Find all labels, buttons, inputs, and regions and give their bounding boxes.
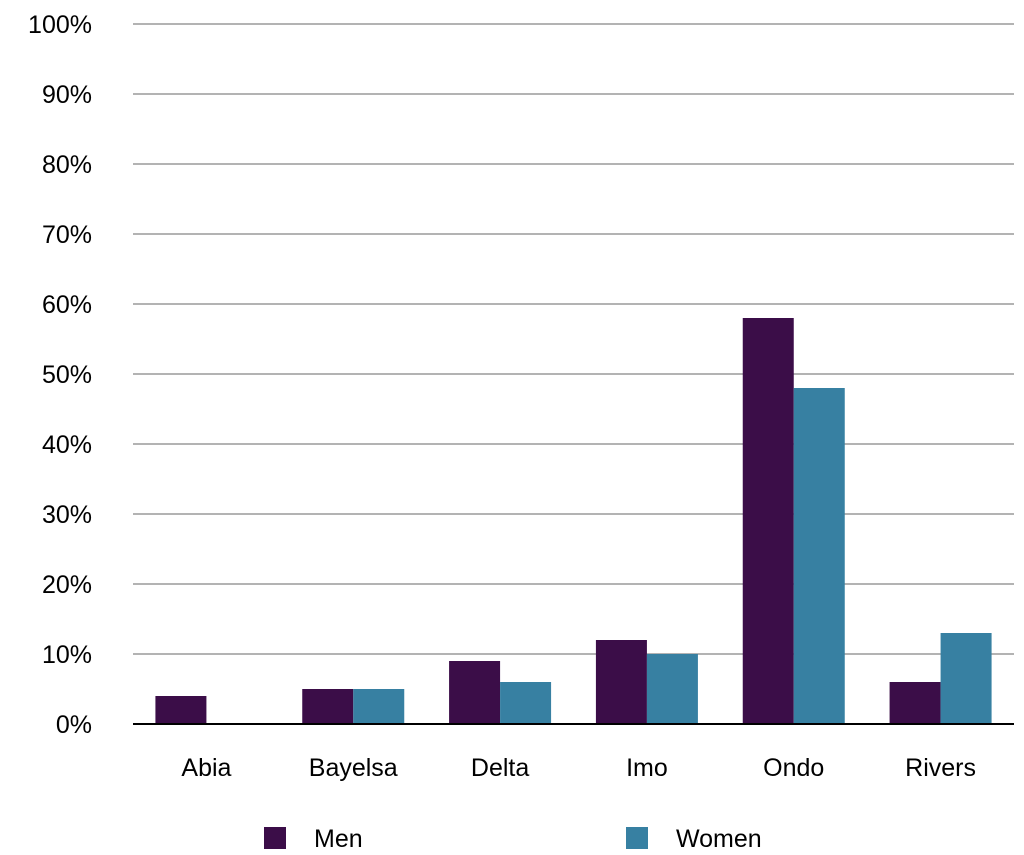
x-category-label: Abia [181, 754, 231, 782]
bar-men-bayelsa [302, 689, 354, 724]
x-category-label: Bayelsa [309, 754, 398, 782]
legend-label-women: Women [676, 825, 762, 853]
y-tick-label: 100% [28, 11, 92, 39]
y-tick-label: 70% [42, 221, 92, 249]
legend-swatch-women [626, 827, 648, 849]
y-tick-label: 50% [42, 361, 92, 389]
y-tick-label: 40% [42, 431, 92, 459]
bar-men-rivers [889, 682, 941, 724]
bar-women-delta [500, 682, 552, 724]
x-category-label: Rivers [905, 754, 976, 782]
y-tick-label: 0% [56, 711, 92, 739]
y-axis-tick-labels: 0% 10% 20% 30% 40% 50% 60% 70% 80% 90% 100% [28, 11, 92, 739]
bar-men-imo [595, 640, 647, 724]
y-tick-label: 30% [42, 501, 92, 529]
bar-women-bayelsa [353, 689, 405, 724]
y-tick-label: 60% [42, 291, 92, 319]
x-category-label: Delta [471, 754, 529, 782]
bar-men-ondo [742, 318, 794, 724]
legend: Men Women [264, 825, 762, 853]
bars [155, 318, 992, 724]
y-tick-label: 90% [42, 81, 92, 109]
bar-women-rivers [940, 633, 992, 724]
gridlines [133, 23, 1014, 655]
bar-women-imo [646, 654, 698, 724]
y-tick-label: 80% [42, 151, 92, 179]
bar-men-abia [155, 696, 207, 724]
y-tick-label: 20% [42, 571, 92, 599]
legend-label-men: Men [314, 825, 363, 853]
y-tick-label: 10% [42, 641, 92, 669]
x-category-label: Ondo [763, 754, 824, 782]
x-category-label: Imo [626, 754, 668, 782]
bar-women-ondo [793, 388, 845, 724]
x-axis-category-labels: Abia Bayelsa Delta Imo Ondo Rivers [181, 754, 976, 782]
bar-men-delta [449, 661, 501, 724]
legend-swatch-men [264, 827, 286, 849]
